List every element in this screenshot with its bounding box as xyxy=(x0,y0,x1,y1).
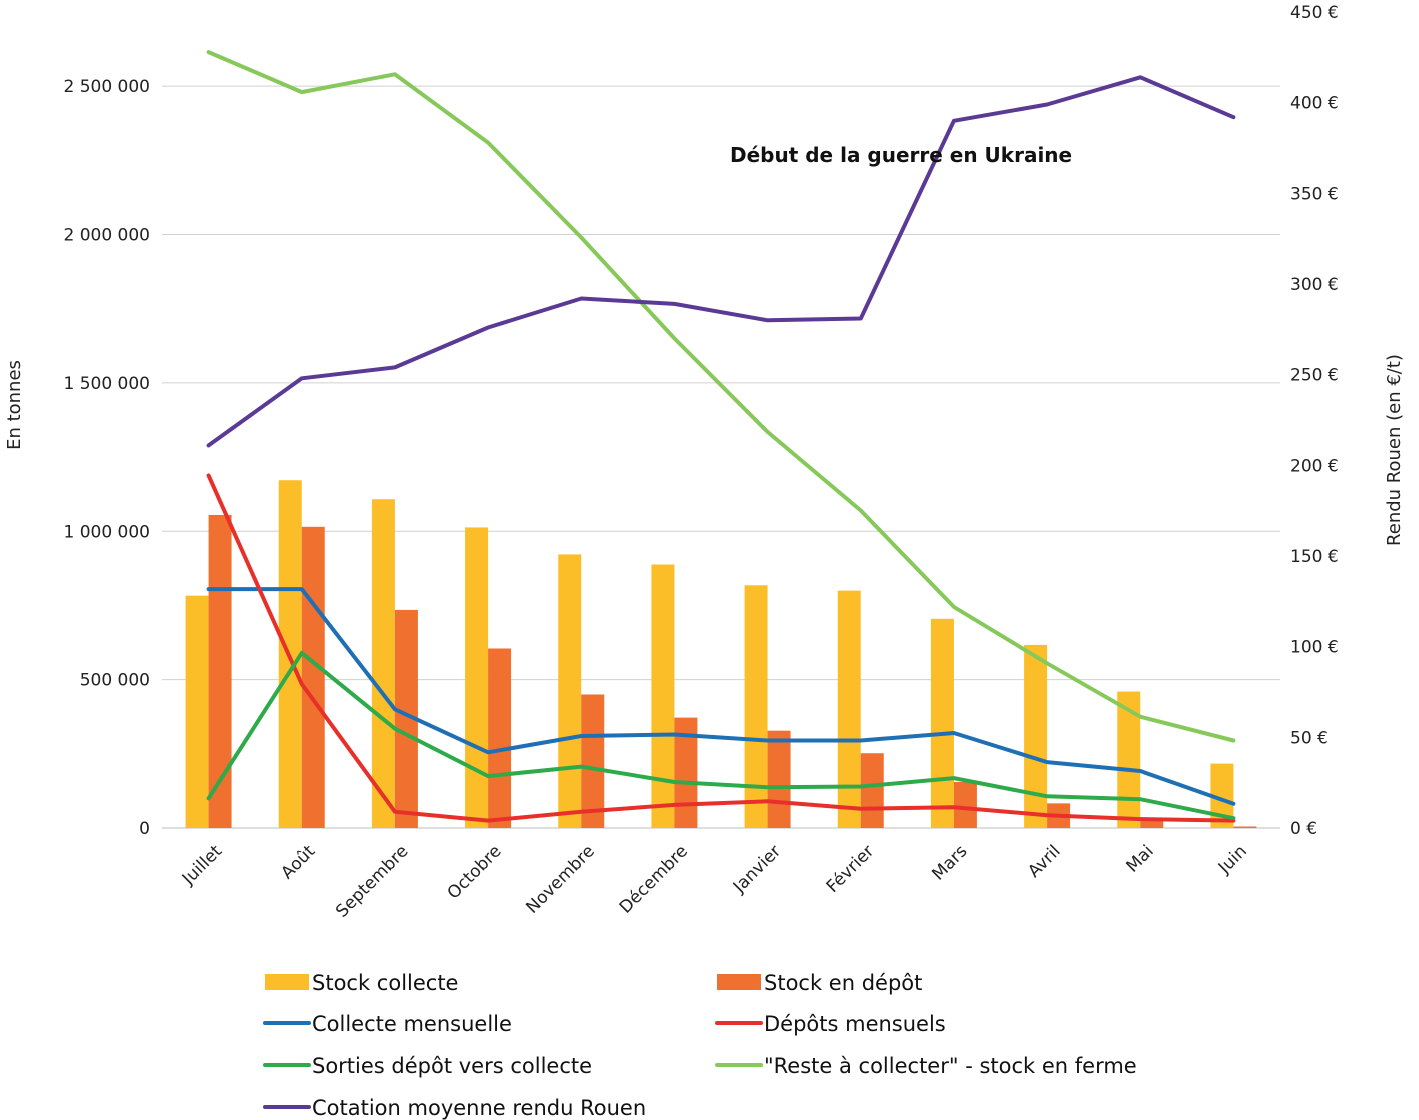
bar-stock-collecte xyxy=(1117,691,1141,828)
y-tick-label: 2 000 000 xyxy=(63,226,150,246)
y2-tick-label: 0 € xyxy=(1290,819,1317,839)
lines xyxy=(206,50,1236,823)
bar-stock-en-depot xyxy=(394,609,418,828)
x-tick-label: Septembre xyxy=(332,841,412,921)
x-tick-label: Décembre xyxy=(616,841,692,917)
x-tick-label: Novembre xyxy=(522,841,598,917)
bar-stock-en-depot xyxy=(208,514,232,828)
y-tick-label: 1 000 000 xyxy=(63,522,150,542)
legend-label: Dépôts mensuels xyxy=(764,1012,946,1036)
line-cotation-moyenne-rendu-rouen xyxy=(206,75,1236,448)
legend-swatch xyxy=(265,974,309,990)
x-tick-label: Août xyxy=(277,841,319,883)
x-tick-label: Janvier xyxy=(729,841,785,897)
x-tick-label: Mai xyxy=(1123,841,1158,876)
bar-stock-collecte xyxy=(930,618,954,828)
y2-tick-label: 50 € xyxy=(1290,728,1328,748)
annotation-ukraine-war: Début de la guerre en Ukraine xyxy=(730,143,1072,167)
bar-stock-en-depot xyxy=(581,694,605,828)
bar-stock-en-depot xyxy=(1140,818,1164,828)
x-tick-label: Juin xyxy=(1214,841,1251,878)
y-tick-label: 500 000 xyxy=(80,671,150,691)
y-tick-label: 0 xyxy=(139,819,150,839)
bar-stock-collecte xyxy=(1210,763,1234,828)
line-depots-mensuels xyxy=(206,473,1236,823)
bar-stock-collecte xyxy=(837,590,861,828)
legend-label: Cotation moyenne rendu Rouen xyxy=(312,1096,646,1120)
bar-stock-collecte xyxy=(651,564,675,828)
x-tick-label: Février xyxy=(823,841,879,897)
line-reste-a-collecter-stock-en-ferme xyxy=(206,50,1236,743)
bar-stock-collecte xyxy=(465,527,489,828)
y-axis-title: En tonnes xyxy=(4,360,25,450)
x-tick-label: Octobre xyxy=(444,841,506,903)
y2-tick-label: 300 € xyxy=(1290,275,1339,295)
legend-label: Sorties dépôt vers collecte xyxy=(312,1054,592,1078)
bars xyxy=(185,480,1257,828)
legend-label: "Reste à collecter" - stock en ferme xyxy=(764,1054,1137,1078)
legend-swatch xyxy=(717,974,761,990)
bar-stock-collecte xyxy=(371,499,395,828)
y2-axis-title: Rendu Rouen (en €/t) xyxy=(1384,354,1405,546)
y-tick-label: 1 500 000 xyxy=(63,374,150,394)
bar-stock-en-depot xyxy=(767,730,791,828)
bar-stock-en-depot xyxy=(860,753,884,828)
y2-tick-label: 400 € xyxy=(1290,94,1339,114)
bar-stock-collecte xyxy=(744,585,768,828)
bar-stock-en-depot xyxy=(1233,826,1257,828)
y2-tick-label: 350 € xyxy=(1290,184,1339,204)
bar-stock-en-depot xyxy=(674,717,698,828)
x-tick-label: Avril xyxy=(1024,841,1064,881)
bar-stock-en-depot xyxy=(488,648,512,828)
y2-tick-label: 250 € xyxy=(1290,366,1339,386)
bar-stock-collecte xyxy=(185,595,209,828)
gridlines xyxy=(162,85,1280,829)
bar-stock-collecte xyxy=(1024,644,1048,828)
bar-stock-en-depot xyxy=(301,526,325,828)
y2-tick-label: 150 € xyxy=(1290,547,1339,567)
x-tick-label: Juillet xyxy=(178,841,226,889)
line-sorties-depot-vers-collecte xyxy=(206,650,1236,821)
x-tick-label: Mars xyxy=(928,841,971,884)
y-tick-label: 2 500 000 xyxy=(63,77,150,97)
y2-tick-label: 450 € xyxy=(1290,3,1339,23)
bar-stock-en-depot xyxy=(953,782,977,828)
legend: Stock collecte Stock en dépôt Collecte men… xyxy=(263,971,1137,1120)
bar-stock-collecte xyxy=(558,554,582,828)
legend-label: Collecte mensuelle xyxy=(312,1012,512,1036)
legend-label: Stock collecte xyxy=(312,971,458,995)
y2-tick-label: 100 € xyxy=(1290,638,1339,658)
y2-tick-label: 200 € xyxy=(1290,456,1339,476)
legend-label: Stock en dépôt xyxy=(764,971,922,995)
line-collecte-mensuelle xyxy=(206,587,1236,806)
